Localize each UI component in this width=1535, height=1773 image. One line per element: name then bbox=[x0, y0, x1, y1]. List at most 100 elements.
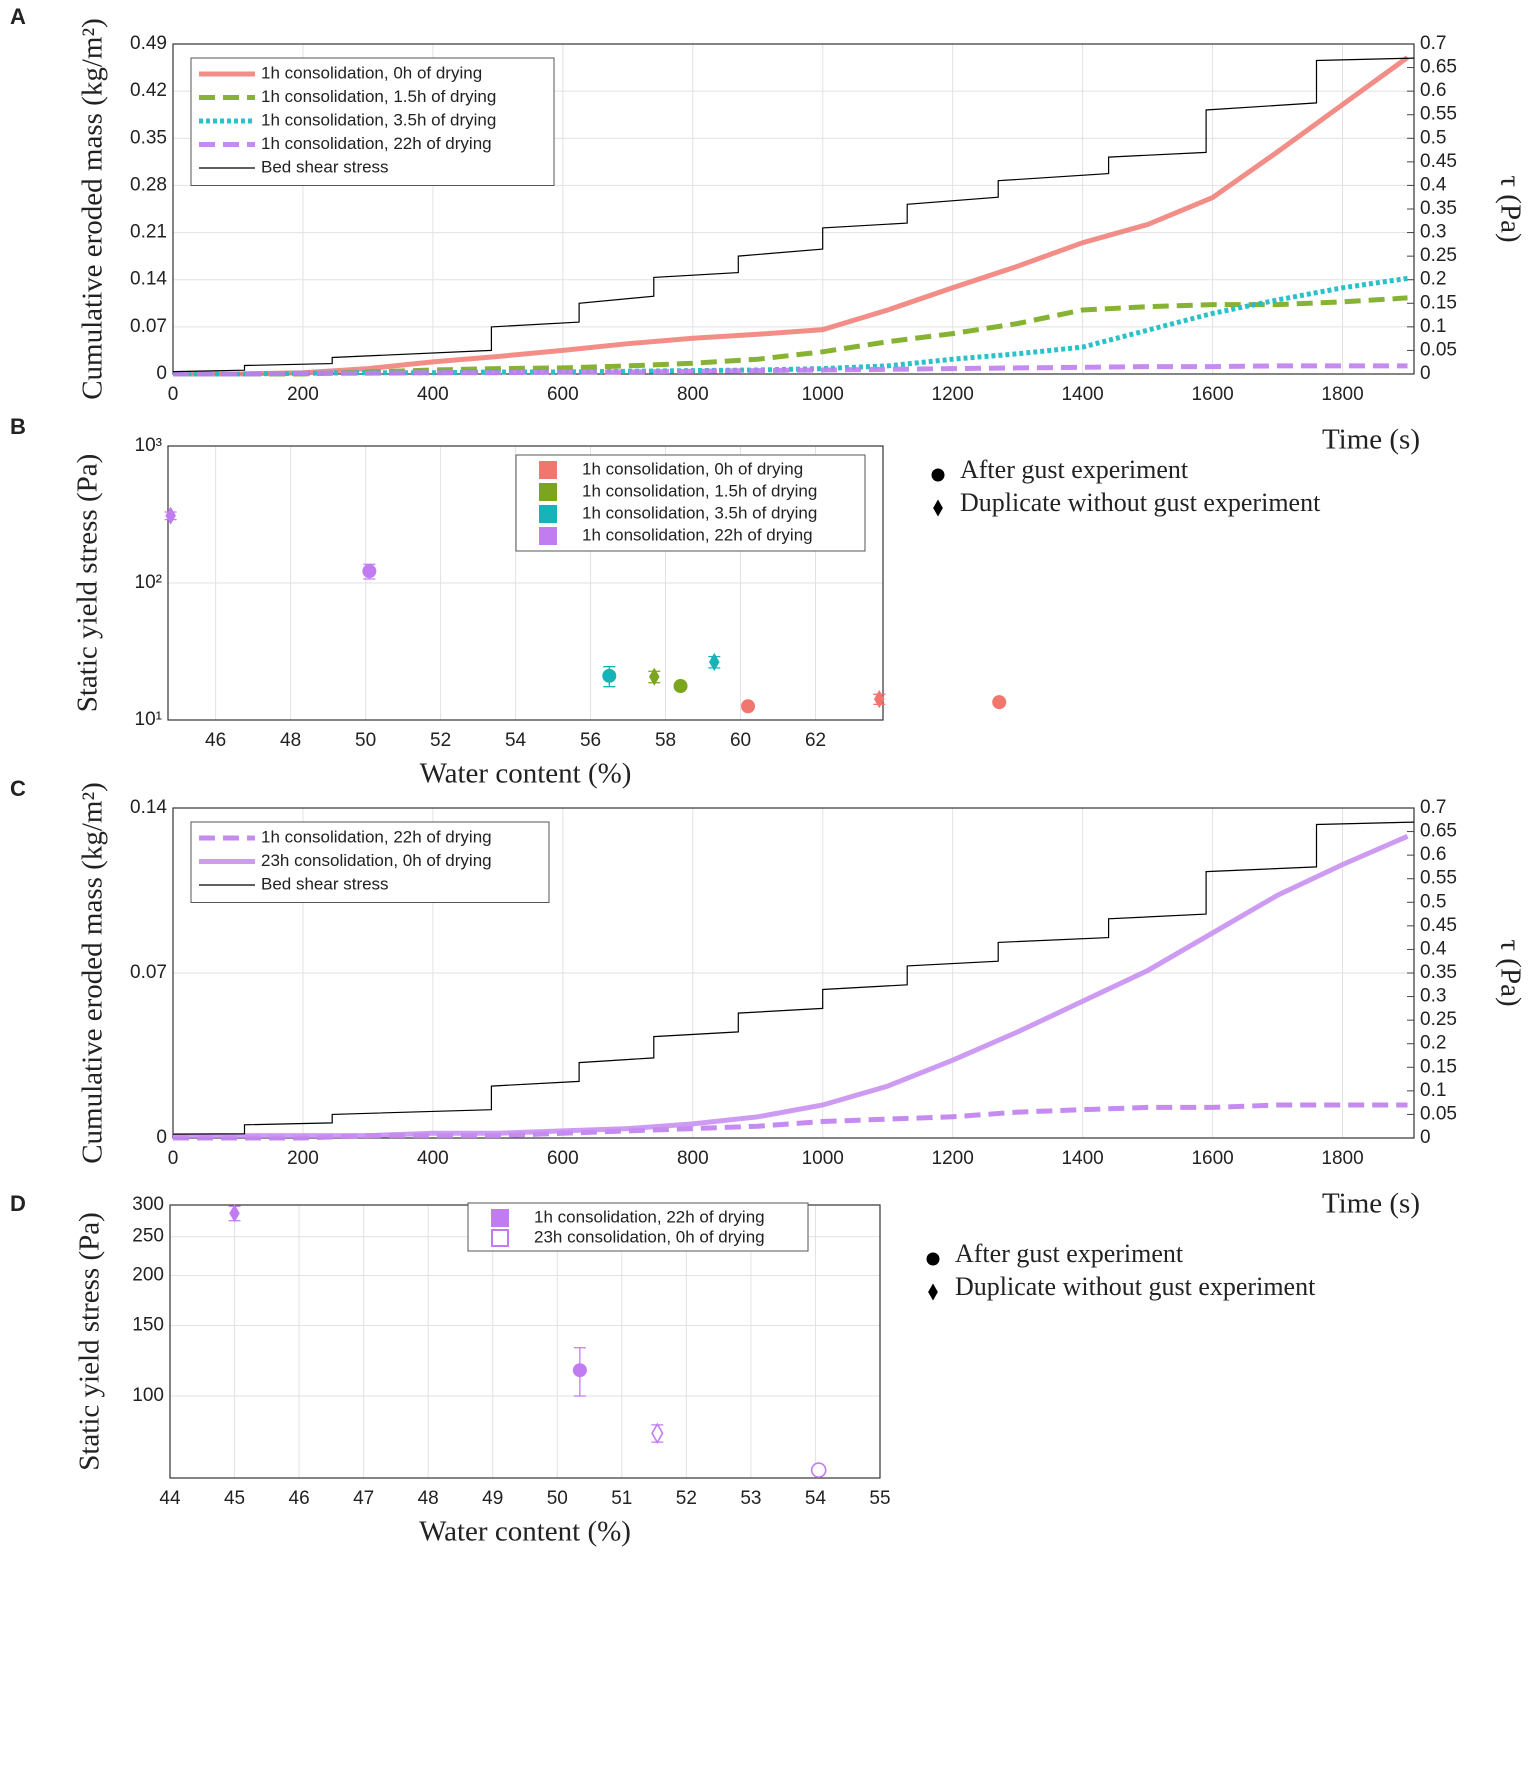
series-line bbox=[172, 57, 1415, 373]
x-tick-label: 400 bbox=[417, 384, 449, 405]
y2-tick-label: 0.25 bbox=[1420, 245, 1457, 266]
series-line bbox=[173, 834, 1409, 1139]
y2-tick-label: 0.55 bbox=[1420, 104, 1457, 125]
data-point bbox=[165, 506, 176, 525]
y-tick-label: 250 bbox=[132, 1226, 164, 1247]
data-point bbox=[362, 564, 377, 579]
y2-tick-label: 0.4 bbox=[1420, 938, 1447, 959]
x-tick-label: 1000 bbox=[802, 1148, 844, 1169]
x-tick-label: 50 bbox=[355, 730, 376, 751]
data-point bbox=[229, 1204, 240, 1223]
legend-label: 1h consolidation, 0h of drying bbox=[582, 459, 803, 478]
x-tick-label: 1400 bbox=[1061, 1148, 1103, 1169]
series-line bbox=[173, 363, 1408, 377]
y2-tick-label: 0.7 bbox=[1420, 33, 1446, 54]
y-tick-label: 150 bbox=[132, 1315, 164, 1336]
panel-label: A bbox=[10, 4, 26, 29]
y2-tick-label: 0.3 bbox=[1420, 222, 1446, 243]
x-axis-label: Time (s) bbox=[1322, 1188, 1420, 1220]
x-tick-label: 52 bbox=[676, 1488, 697, 1509]
x-tick-label: 60 bbox=[730, 730, 751, 751]
y2-axis-label: τ (Pa) bbox=[1494, 939, 1526, 1006]
y-axis-label: Cumulative eroded mass (kg/m²) bbox=[77, 782, 109, 1164]
x-tick-label: 0 bbox=[168, 384, 179, 405]
x-tick-label: 54 bbox=[805, 1488, 827, 1509]
y-tick-label: 0 bbox=[156, 363, 167, 384]
y2-tick-label: 0.1 bbox=[1420, 1080, 1446, 1101]
y2-tick-label: 0.2 bbox=[1420, 1033, 1446, 1054]
x-tick-label: 48 bbox=[280, 730, 301, 751]
plot-frame bbox=[172, 807, 1415, 1139]
data-point bbox=[741, 699, 756, 714]
panel-label: C bbox=[10, 776, 26, 801]
y-tick-label: 0.07 bbox=[130, 316, 167, 337]
legend-label: Bed shear stress bbox=[261, 157, 389, 176]
y-tick-label: 0.28 bbox=[130, 174, 167, 195]
x-tick-label: 1600 bbox=[1191, 1148, 1233, 1169]
marker-legend-label: Duplicate without gust experiment bbox=[960, 488, 1321, 517]
x-tick-label: 0 bbox=[168, 1148, 179, 1169]
y-axis-label: Static yield stress (Pa) bbox=[72, 454, 104, 713]
plot-frame bbox=[172, 43, 1415, 375]
legend-swatch bbox=[539, 461, 557, 479]
legend-swatch bbox=[491, 1209, 509, 1227]
x-tick-label: 1800 bbox=[1321, 384, 1363, 405]
x-tick-label: 600 bbox=[547, 1148, 579, 1169]
legend-box bbox=[515, 454, 866, 552]
y-axis-label: Cumulative eroded mass (kg/m²) bbox=[77, 18, 109, 400]
legend-swatch bbox=[539, 527, 557, 545]
y2-tick-label: 0.15 bbox=[1420, 292, 1457, 313]
x-tick-label: 50 bbox=[547, 1488, 568, 1509]
marker-legend-symbol bbox=[933, 499, 943, 517]
legend-swatch bbox=[539, 505, 557, 523]
legend-box bbox=[467, 1202, 809, 1252]
x-tick-label: 44 bbox=[159, 1488, 181, 1509]
legend-swatch bbox=[539, 483, 557, 501]
marker-legend-symbol bbox=[926, 1252, 940, 1266]
series-line bbox=[173, 55, 1409, 377]
y2-tick-label: 0.45 bbox=[1420, 151, 1457, 172]
y2-tick-label: 0.25 bbox=[1420, 1009, 1457, 1030]
x-tick-label: 52 bbox=[430, 730, 451, 751]
x-axis-label: Water content (%) bbox=[420, 758, 632, 790]
y-tick-label: 0.07 bbox=[130, 962, 167, 983]
y2-tick-label: 0.6 bbox=[1420, 80, 1446, 101]
x-tick-label: 1600 bbox=[1191, 384, 1233, 405]
data-point bbox=[651, 1422, 664, 1444]
marker-legend-symbol bbox=[931, 468, 945, 482]
x-tick-label: 1400 bbox=[1061, 384, 1103, 405]
data-point bbox=[649, 667, 660, 686]
y-tick-label: 0.42 bbox=[130, 80, 167, 101]
x-tick-label: 800 bbox=[677, 384, 709, 405]
y-tick-label: 0.14 bbox=[130, 269, 167, 290]
legend-label: 1h consolidation, 3.5h of drying bbox=[582, 503, 817, 522]
x-tick-label: 45 bbox=[224, 1488, 245, 1509]
x-tick-label: 47 bbox=[353, 1488, 374, 1509]
x-axis-label: Time (s) bbox=[1322, 424, 1420, 456]
y2-tick-label: 0.65 bbox=[1420, 821, 1457, 842]
data-point bbox=[602, 668, 617, 683]
legend-label: 1h consolidation, 1.5h of drying bbox=[261, 87, 496, 106]
y-tick-label: 0.14 bbox=[130, 797, 167, 818]
data-point bbox=[810, 1462, 827, 1478]
legend-label: 1h consolidation, 3.5h of drying bbox=[261, 110, 496, 129]
y2-tick-label: 0.55 bbox=[1420, 868, 1457, 889]
series-line bbox=[172, 821, 1415, 1135]
x-tick-label: 54 bbox=[505, 730, 527, 751]
y2-tick-label: 0.35 bbox=[1420, 198, 1457, 219]
y2-tick-label: 0.45 bbox=[1420, 915, 1457, 936]
legend-label: 23h consolidation, 0h of drying bbox=[534, 1227, 765, 1246]
x-tick-label: 46 bbox=[289, 1488, 310, 1509]
legend-label: Bed shear stress bbox=[261, 874, 389, 893]
y2-tick-label: 0.65 bbox=[1420, 57, 1457, 78]
x-tick-label: 48 bbox=[418, 1488, 439, 1509]
marker-legend-label: After gust experiment bbox=[960, 455, 1189, 484]
data-point bbox=[572, 1363, 587, 1378]
x-tick-label: 400 bbox=[417, 1148, 449, 1169]
legend-swatch bbox=[491, 1229, 509, 1247]
panel-label: D bbox=[10, 1191, 26, 1216]
y2-tick-label: 0.6 bbox=[1420, 844, 1446, 865]
x-tick-label: 58 bbox=[655, 730, 676, 751]
y-tick-label: 10³ bbox=[135, 435, 162, 456]
y2-tick-label: 0.5 bbox=[1420, 127, 1446, 148]
